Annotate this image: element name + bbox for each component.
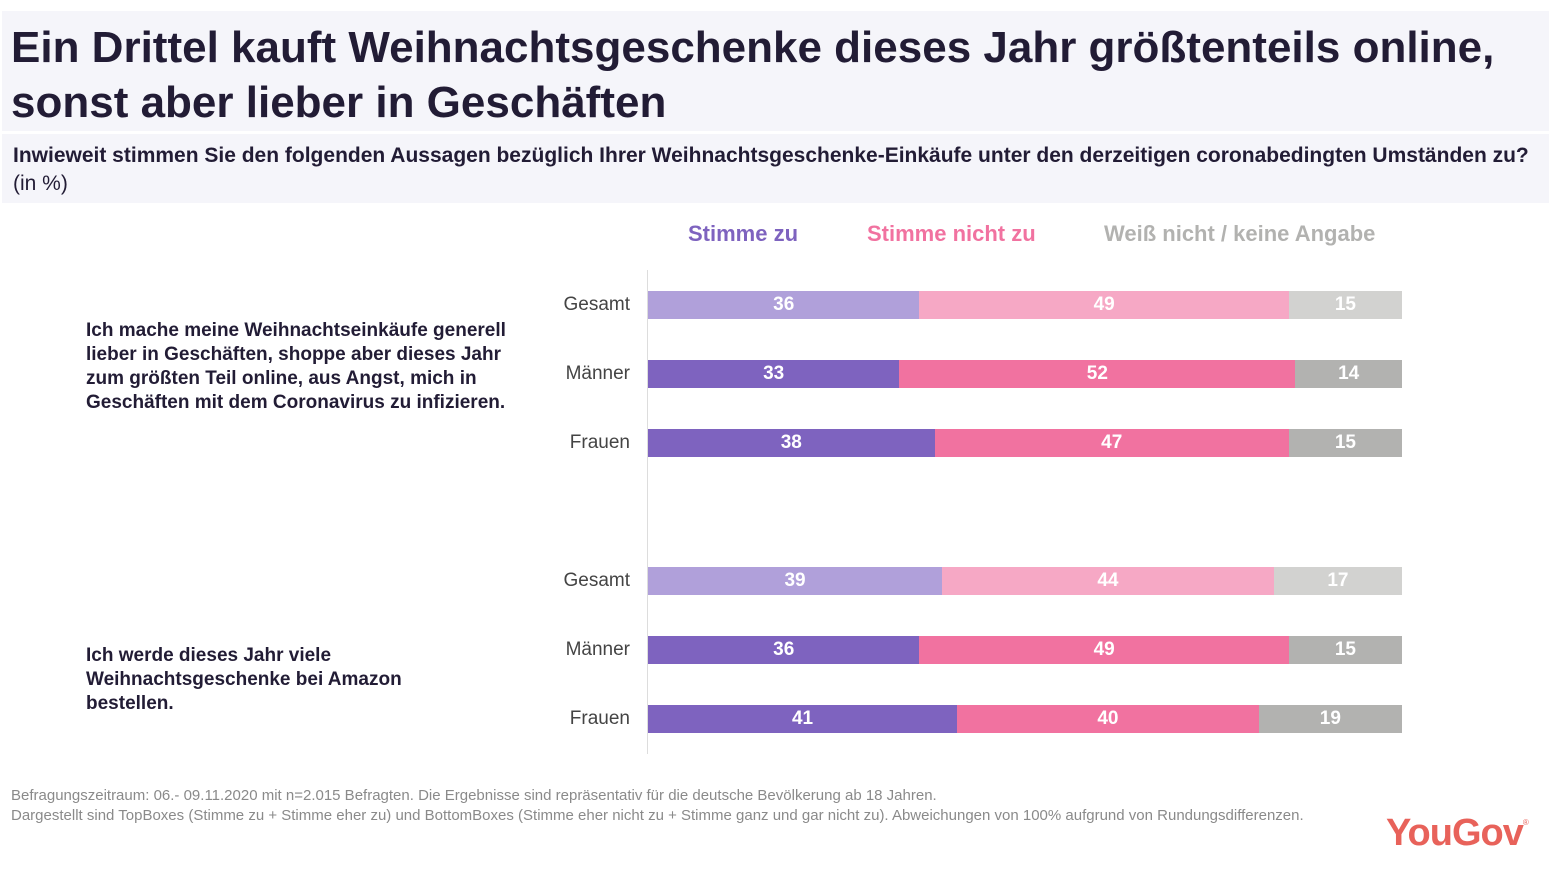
bar-segment-dont-know: 19	[1258, 705, 1402, 733]
bar-segment-disagree: 40	[957, 705, 1259, 733]
footnote: Befragungszeitraum: 06.- 09.11.2020 mit …	[11, 786, 1311, 826]
footnote-line-1: Befragungszeitraum: 06.- 09.11.2020 mit …	[11, 787, 937, 804]
bar-segment-agree: 38	[648, 429, 935, 457]
unit-label: (in %)	[13, 172, 68, 195]
bar-segment-disagree: 49	[919, 636, 1289, 664]
bar-segment-dont-know: 14	[1295, 360, 1402, 388]
statement-1: Ich mache meine Weihnachtseinkäufe gener…	[86, 320, 506, 413]
chart-subtitle: Inwieweit stimmen Sie den folgenden Auss…	[13, 142, 1533, 198]
bar-segment-agree: 33	[648, 360, 900, 388]
bar-segment-dont-know: 17	[1273, 567, 1402, 595]
bar-segment-disagree: 49	[919, 291, 1289, 319]
row-label-gesamt: Gesamt	[563, 294, 630, 315]
legend-item-disagree: Stimme nicht zu	[867, 221, 1036, 246]
row-label-frauen: Frauen	[569, 708, 630, 729]
bar-segment-disagree: 44	[942, 567, 1274, 595]
bar-segment-dont-know: 15	[1288, 429, 1402, 457]
legend-item-dont-know: Weiß nicht / keine Angabe	[1104, 221, 1376, 246]
statement-2: Ich werde dieses Jahr viele Weihnachtsge…	[86, 645, 402, 714]
legend-item-agree: Stimme zu	[688, 221, 799, 246]
yougov-logo: YouGov®	[1386, 812, 1529, 855]
row-label-männer: Männer	[565, 363, 630, 384]
question-text: Inwieweit stimmen Sie den folgenden Auss…	[13, 144, 1529, 167]
title-banner	[2, 11, 1549, 131]
axis-line	[647, 270, 648, 754]
bar-segment-disagree: 52	[899, 360, 1296, 388]
bar-segment-agree: 36	[648, 636, 920, 664]
row-label-frauen: Frauen	[569, 432, 630, 453]
chart-title: Ein Drittel kauft Weihnachtsgeschenke di…	[11, 23, 1495, 127]
question-banner	[2, 134, 1549, 203]
bar-segment-disagree: 47	[934, 429, 1289, 457]
bar-segment-agree: 39	[648, 567, 943, 595]
registered-mark: ®	[1522, 818, 1529, 827]
row-label-männer: Männer	[565, 639, 630, 660]
bar-segment-agree: 41	[648, 705, 958, 733]
footnote-line-2: Dargestellt sind TopBoxes (Stimme zu + S…	[11, 807, 1304, 824]
bar-segment-agree: 36	[648, 291, 920, 319]
row-label-gesamt: Gesamt	[563, 570, 630, 591]
logo-text: YouGov	[1386, 812, 1524, 854]
bar-segment-dont-know: 15	[1288, 636, 1402, 664]
bar-segment-dont-know: 15	[1288, 291, 1402, 319]
